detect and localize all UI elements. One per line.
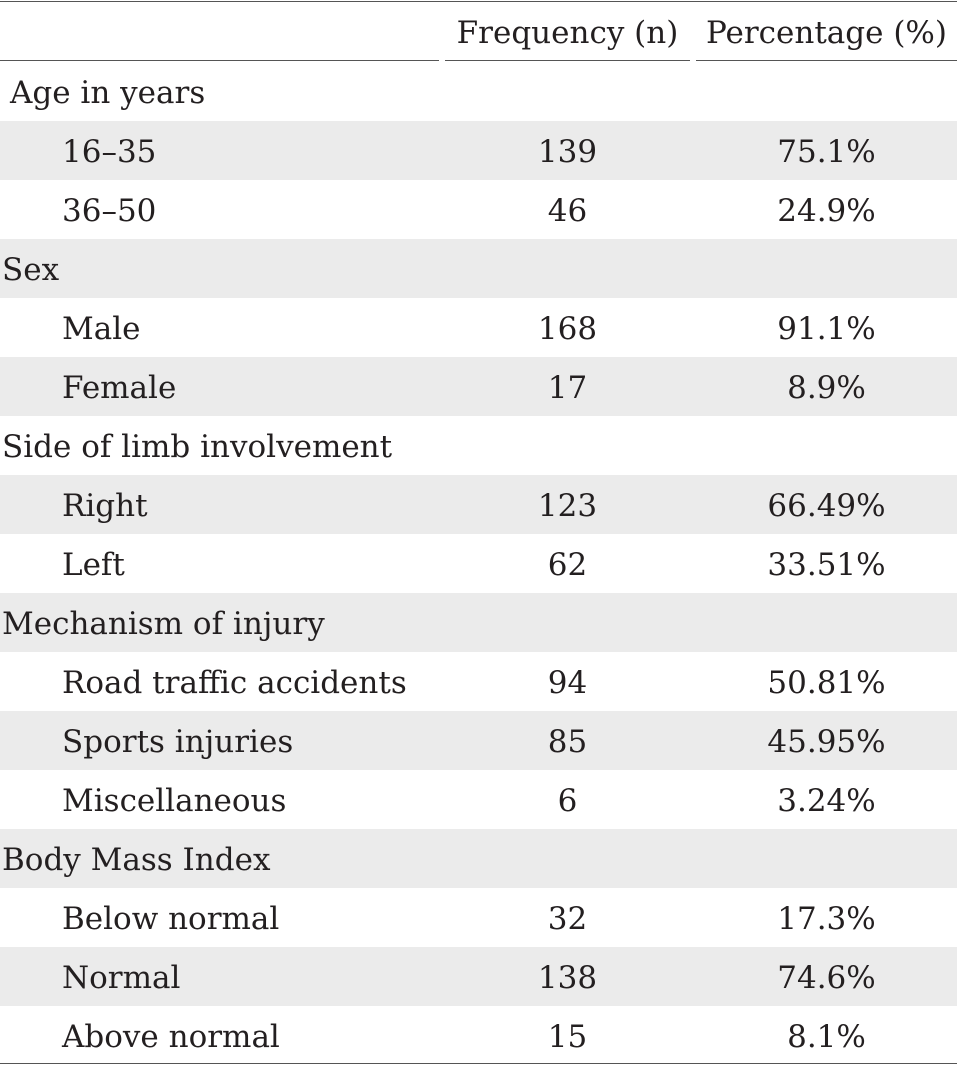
table-row: Normal 138 74.6% <box>0 947 957 1006</box>
top-rule <box>0 1 957 2</box>
table-row: Female 17 8.9% <box>0 357 957 416</box>
table-row: 36–50 46 24.9% <box>0 180 957 239</box>
group-label: Side of limb involvement <box>2 429 393 465</box>
group-label: Body Mass Index <box>2 842 271 878</box>
table-row: Right 123 66.49% <box>0 475 957 534</box>
header-rule <box>696 60 957 61</box>
frequency-cell: 94 <box>547 665 588 701</box>
row-label: Sports injuries <box>62 724 294 760</box>
frequency-cell: 17 <box>547 370 588 406</box>
frequency-cell: 123 <box>537 488 598 524</box>
bottom-rule <box>0 1063 957 1064</box>
group-label: Sex <box>2 252 60 288</box>
frequency-cell: 32 <box>547 901 588 937</box>
table-row: Below normal 32 17.3% <box>0 888 957 947</box>
table-row: Sports injuries 85 45.95% <box>0 711 957 770</box>
row-label: 16–35 <box>62 134 157 170</box>
table-body: Age in years 16–35 139 75.1% 36–50 46 24.9% Sex… <box>0 62 957 1065</box>
table-group-row: Age in years <box>0 62 957 121</box>
percentage-cell: 8.1% <box>787 1019 866 1055</box>
frequency-cell: 15 <box>547 1019 588 1055</box>
row-label: Above normal <box>62 1019 280 1055</box>
percentage-cell: 91.1% <box>777 311 876 347</box>
frequency-cell: 138 <box>537 960 598 996</box>
table-group-row: Mechanism of injury <box>0 593 957 652</box>
frequency-cell: 139 <box>537 134 598 170</box>
percentage-cell: 45.95% <box>767 724 886 760</box>
percentage-cell: 3.24% <box>777 783 876 819</box>
percentage-cell: 17.3% <box>777 901 876 937</box>
table-group-row: Side of limb involvement <box>0 416 957 475</box>
row-label: Female <box>62 370 177 406</box>
percentage-cell: 24.9% <box>777 193 876 229</box>
row-label: Left <box>62 547 125 583</box>
percentage-cell: 33.51% <box>767 547 886 583</box>
frequency-cell: 62 <box>547 547 588 583</box>
header-rule <box>445 60 690 61</box>
group-label: Age in years <box>10 75 206 111</box>
header-frequency: Frequency (n) <box>456 15 679 51</box>
table-row: 16–35 139 75.1% <box>0 121 957 180</box>
percentage-cell: 75.1% <box>777 134 876 170</box>
frequency-cell: 168 <box>537 311 598 347</box>
row-label: Right <box>62 488 148 524</box>
table-group-row: Sex <box>0 239 957 298</box>
row-label: Male <box>62 311 141 347</box>
percentage-cell: 50.81% <box>767 665 886 701</box>
table-row: Male 168 91.1% <box>0 298 957 357</box>
frequency-cell: 85 <box>547 724 588 760</box>
row-label: Below normal <box>62 901 280 937</box>
header-rule <box>0 60 439 61</box>
table-row: Road traffic accidents 94 50.81% <box>0 652 957 711</box>
row-label: Miscellaneous <box>62 783 287 819</box>
header-percentage: Percentage (%) <box>706 15 947 51</box>
table-row: Miscellaneous 6 3.24% <box>0 770 957 829</box>
table-header: Frequency (n) Percentage (%) <box>0 2 957 60</box>
row-label: Road traffic accidents <box>62 665 407 701</box>
frequency-cell: 46 <box>547 193 588 229</box>
table-row: Above normal 15 8.1% <box>0 1006 957 1065</box>
percentage-cell: 74.6% <box>777 960 876 996</box>
percentage-cell: 8.9% <box>787 370 866 406</box>
row-label: 36–50 <box>62 193 157 229</box>
table-group-row: Body Mass Index <box>0 829 957 888</box>
table-row: Left 62 33.51% <box>0 534 957 593</box>
group-label: Mechanism of injury <box>2 606 325 642</box>
percentage-cell: 66.49% <box>767 488 886 524</box>
frequency-cell: 6 <box>557 783 578 819</box>
row-label: Normal <box>62 960 181 996</box>
